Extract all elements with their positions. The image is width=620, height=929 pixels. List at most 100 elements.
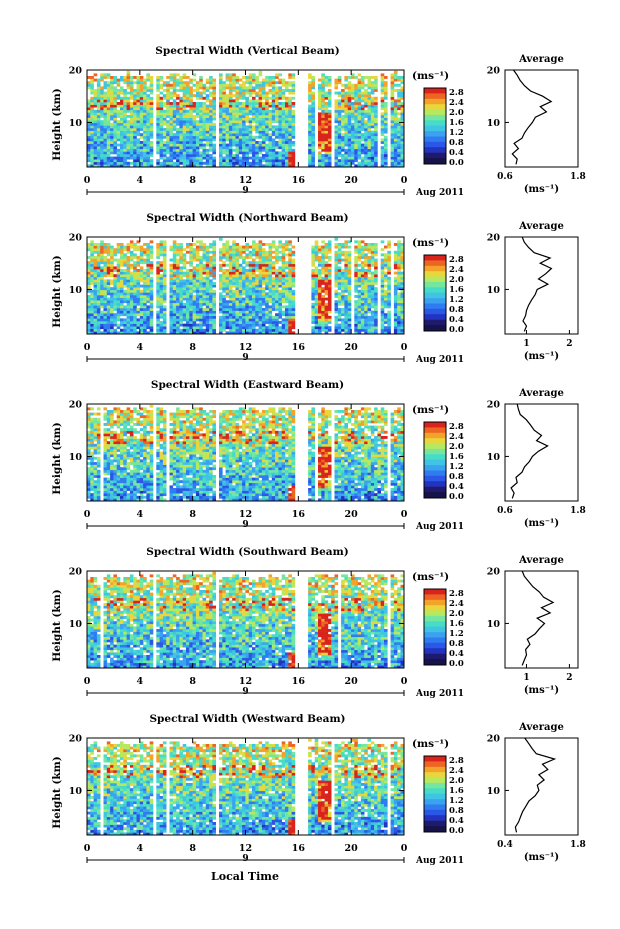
- heatmap-cell: [90, 99, 94, 103]
- heatmap-cell: [311, 104, 315, 108]
- heatmap-cell: [116, 102, 121, 105]
- heatmap-cell: [360, 148, 365, 152]
- heatmap-cell: [106, 250, 111, 254]
- heatmap-cell: [327, 94, 332, 98]
- heatmap-cell: [291, 289, 296, 293]
- heatmap-cell: [120, 161, 124, 165]
- heatmap-cell: [120, 104, 124, 108]
- heatmap-cell: [129, 308, 134, 311]
- heatmap-cell: [139, 289, 144, 293]
- heatmap-cell: [149, 248, 154, 252]
- heatmap-cell: [156, 146, 160, 150]
- heatmap-cell: [357, 102, 362, 105]
- heatmap-cell: [146, 313, 150, 317]
- heatmap-cell: [100, 331, 104, 335]
- heatmap-cell: [228, 96, 233, 100]
- heatmap-cell: [169, 245, 174, 249]
- heatmap-cell: [324, 161, 329, 165]
- heatmap-cell: [351, 109, 355, 113]
- heatmap-cell: [321, 125, 325, 129]
- heatmap-cell: [90, 289, 94, 293]
- heatmap-cell: [334, 321, 339, 324]
- heatmap-cell: [192, 279, 197, 283]
- heatmap-cell: [159, 138, 164, 142]
- heatmap-cell: [281, 81, 286, 85]
- heatmap-cell: [281, 243, 286, 246]
- heatmap-cell: [90, 102, 94, 105]
- heatmap-cell: [199, 83, 203, 87]
- heatmap-cell: [334, 276, 339, 280]
- heatmap-cell: [192, 328, 197, 332]
- heatmap-cell: [179, 125, 183, 129]
- heatmap-cell: [100, 112, 104, 116]
- heatmap-cell: [169, 284, 174, 288]
- heatmap-cell: [397, 143, 401, 147]
- heatmap-cell: [321, 263, 325, 267]
- heatmap-cell: [110, 135, 114, 139]
- heatmap-cell: [176, 73, 180, 77]
- heatmap-cell: [252, 73, 256, 77]
- heatmap-cell: [146, 148, 150, 152]
- heatmap-cell: [268, 276, 273, 280]
- heatmap-cell: [238, 279, 243, 283]
- heatmap-cell: [126, 143, 131, 147]
- heatmap-cell: [222, 151, 226, 155]
- heatmap-cell: [374, 159, 378, 163]
- heatmap-cell: [199, 109, 203, 113]
- heatmap-cell: [265, 284, 269, 288]
- heatmap-cell: [176, 159, 180, 163]
- heatmap-cell: [195, 269, 200, 272]
- heatmap-cell: [136, 154, 141, 157]
- heatmap-cell: [360, 146, 365, 150]
- heatmap-cell: [90, 310, 94, 314]
- heatmap-cell: [162, 164, 167, 168]
- heatmap-cell: [149, 279, 154, 283]
- heatmap-cell: [199, 161, 203, 165]
- heatmap-cell: [93, 89, 98, 92]
- heatmap-cell: [308, 133, 312, 137]
- heatmap-cell: [172, 284, 177, 288]
- heatmap-cell: [288, 138, 292, 142]
- heatmap-cell: [93, 109, 98, 113]
- heatmap-cell: [209, 138, 213, 142]
- heatmap-cell: [199, 128, 203, 131]
- heatmap-cell: [255, 279, 259, 283]
- heatmap-cell: [96, 94, 101, 98]
- heatmap-cell: [212, 78, 216, 82]
- heatmap-cell: [205, 164, 210, 168]
- heatmap-cell: [278, 295, 282, 298]
- heatmap-cell: [357, 86, 362, 90]
- heatmap-cell: [195, 258, 200, 262]
- heatmap-cell: [202, 310, 207, 314]
- heatmap-cell: [212, 297, 216, 301]
- heatmap-cell: [318, 141, 322, 144]
- heatmap-cell: [390, 89, 395, 92]
- heatmap-cell: [344, 164, 348, 168]
- heatmap-cell: [103, 159, 108, 163]
- heatmap-cell: [271, 112, 276, 116]
- heatmap-cell: [242, 305, 246, 309]
- heatmap-cell: [374, 120, 378, 124]
- heatmap-cell: [245, 154, 249, 157]
- heatmap-cell: [209, 261, 213, 265]
- heatmap-cell: [311, 154, 315, 157]
- heatmap-cell: [169, 154, 174, 157]
- heatmap-cell: [265, 122, 269, 126]
- heatmap-cell: [139, 271, 144, 275]
- heatmap-cell: [129, 292, 134, 296]
- heatmap-cell: [248, 143, 253, 147]
- heatmap-cell: [271, 156, 276, 160]
- heatmap-cell: [248, 91, 253, 95]
- heatmap-cell: [367, 102, 372, 105]
- heatmap-cell: [324, 96, 329, 100]
- heatmap-cell: [100, 300, 104, 304]
- heatmap-cell: [159, 154, 164, 157]
- heatmap-cell: [110, 318, 114, 322]
- heatmap-cell: [93, 331, 98, 335]
- heatmap-cell: [139, 326, 144, 330]
- heatmap-cell: [87, 102, 91, 105]
- heatmap-cell: [219, 318, 223, 322]
- heatmap-cell: [281, 91, 286, 95]
- heatmap-cell: [166, 122, 170, 126]
- heatmap-cell: [182, 253, 187, 257]
